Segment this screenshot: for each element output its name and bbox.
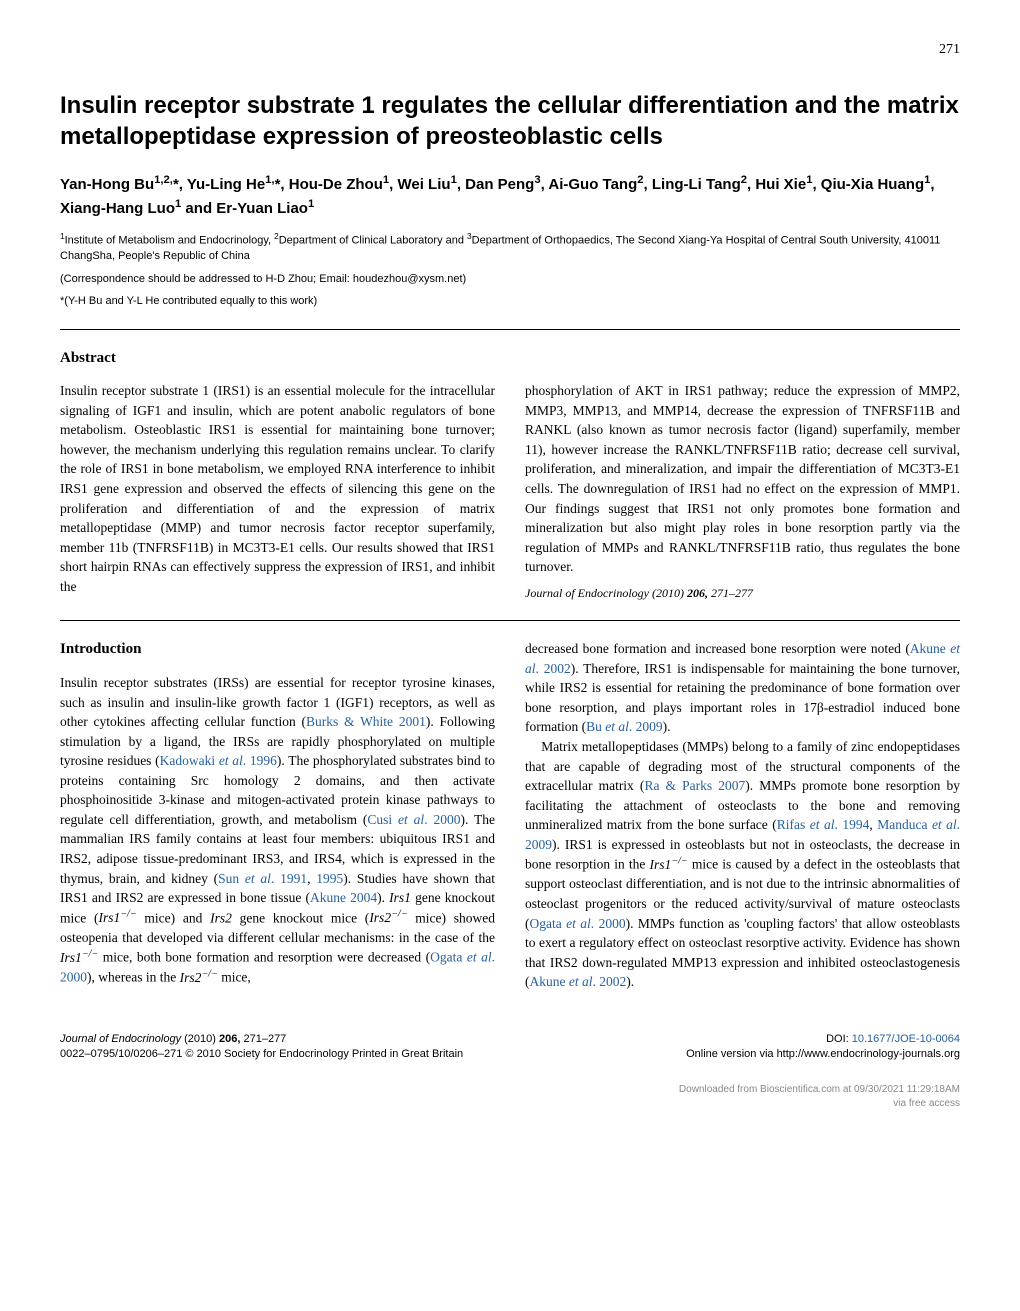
page-number: 271 bbox=[60, 40, 960, 60]
download-line-2: via free access bbox=[60, 1097, 960, 1111]
abstract-column-right: phosphorylation of AKT in IRS1 pathway; … bbox=[525, 381, 960, 602]
abstract-section: Insulin receptor substrate 1 (IRS1) is a… bbox=[60, 381, 960, 602]
abstract-right-text: phosphorylation of AKT in IRS1 pathway; … bbox=[525, 383, 960, 574]
footer-copyright: 0022–0795/10/0206–271 © 2010 Society for… bbox=[60, 1047, 463, 1062]
intro-right-paragraph-1: decreased bone formation and increased b… bbox=[525, 639, 960, 737]
abstract-heading: Abstract bbox=[60, 348, 960, 369]
footer-url: Online version via http://www.endocrinol… bbox=[686, 1047, 960, 1062]
footer-left: Journal of Endocrinology (2010) 206, 271… bbox=[60, 1032, 463, 1063]
intro-right-paragraph-2: Matrix metallopeptidases (MMPs) belong t… bbox=[525, 737, 960, 992]
divider bbox=[60, 329, 960, 330]
download-line-1: Downloaded from Bioscientifica.com at 09… bbox=[60, 1083, 960, 1097]
introduction-section: Introduction Insulin receptor substrates… bbox=[60, 639, 960, 992]
footer-doi: DOI: 10.1677/JOE-10-0064 bbox=[686, 1032, 960, 1047]
introduction-heading: Introduction bbox=[60, 639, 495, 661]
download-watermark: Downloaded from Bioscientifica.com at 09… bbox=[60, 1083, 960, 1111]
article-title: Insulin receptor substrate 1 regulates t… bbox=[60, 90, 960, 152]
intro-column-left: Introduction Insulin receptor substrates… bbox=[60, 639, 495, 992]
divider bbox=[60, 620, 960, 621]
affiliation: 1Institute of Metabolism and Endocrinolo… bbox=[60, 231, 960, 264]
page-footer: Journal of Endocrinology (2010) 206, 271… bbox=[60, 1032, 960, 1063]
intro-left-paragraph: Insulin receptor substrates (IRSs) are e… bbox=[60, 673, 495, 988]
authors-list: Yan-Hong Bu1,2,*, Yu-Ling He1,*, Hou-De … bbox=[60, 172, 960, 221]
footer-right: DOI: 10.1677/JOE-10-0064 Online version … bbox=[686, 1032, 960, 1063]
intro-column-right: decreased bone formation and increased b… bbox=[525, 639, 960, 992]
abstract-column-left: Insulin receptor substrate 1 (IRS1) is a… bbox=[60, 381, 495, 602]
correspondence: (Correspondence should be addressed to H… bbox=[60, 272, 960, 287]
contribution-note: *(Y-H Bu and Y-L He contributed equally … bbox=[60, 294, 960, 309]
journal-reference: Journal of Endocrinology (2010) 206, 271… bbox=[525, 585, 960, 602]
footer-journal-ref: Journal of Endocrinology (2010) 206, 271… bbox=[60, 1032, 463, 1047]
